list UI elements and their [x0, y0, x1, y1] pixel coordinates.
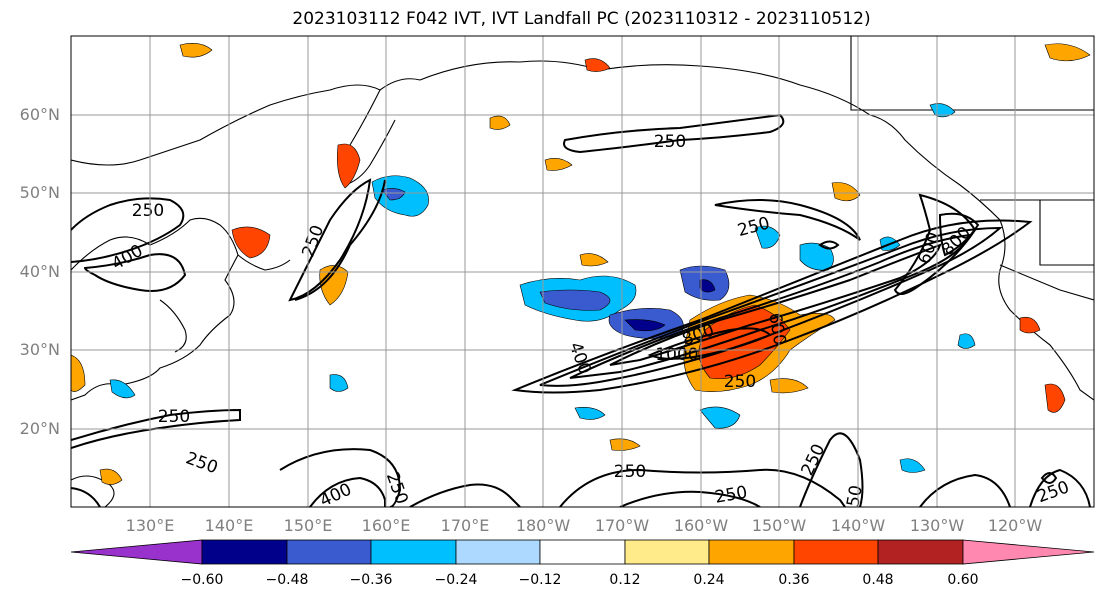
negative-pc-regions	[109, 103, 976, 473]
colorbar-tick-label: −0.24	[434, 572, 478, 588]
colorbar-bin	[793, 539, 879, 565]
contour-label: 800	[938, 223, 975, 260]
contour-label: 250	[713, 482, 748, 507]
contour-label: 250	[724, 372, 756, 392]
contour-label: 400	[565, 340, 595, 377]
lat-label: 60°N	[19, 105, 60, 124]
contour-label: 250	[158, 407, 190, 427]
contour-label: 50	[843, 484, 866, 509]
colorbar-tick-label: 0.12	[609, 572, 641, 588]
lon-label: 130°W	[909, 516, 965, 535]
lon-label: 150°E	[283, 516, 333, 535]
colorbar-min-extend	[70, 539, 203, 565]
contour-label: 250	[654, 132, 686, 152]
lon-label: 160°E	[361, 516, 411, 535]
colorbar-bin	[708, 539, 795, 565]
lon-label: 140°W	[830, 516, 886, 535]
lat-label: 30°N	[19, 340, 60, 359]
colorbar-bin	[201, 539, 288, 565]
colorbar-bin	[539, 539, 626, 565]
colorbar-tick-label: 0.36	[778, 572, 810, 588]
colorbar-tick-label: 0.24	[693, 572, 725, 588]
lon-label: 180°W	[515, 516, 571, 535]
colorbar	[70, 539, 1095, 565]
colorbar-tick-label: −0.60	[180, 572, 224, 588]
contour-label: 250	[798, 441, 830, 479]
gridlines	[71, 36, 1094, 507]
coastlines	[71, 36, 1094, 507]
contour-label: 250	[1035, 477, 1072, 507]
lon-label: 150°W	[751, 516, 807, 535]
lon-label: 170°W	[594, 516, 650, 535]
lon-label: 140°E	[204, 516, 254, 535]
colorbar-bin	[370, 539, 457, 565]
colorbar-bin	[624, 539, 710, 565]
colorbar-bin	[877, 539, 964, 565]
map-frame	[70, 35, 1095, 508]
colorbar-max-extend	[962, 539, 1095, 565]
colorbar-tick-label: 0.60	[947, 572, 979, 588]
colorbar-bin	[455, 539, 541, 565]
lat-label: 40°N	[19, 262, 60, 281]
lon-label: 160°W	[673, 516, 729, 535]
lat-label: 50°N	[19, 183, 60, 202]
colorbar-tick-label: −0.36	[349, 572, 393, 588]
lat-label: 20°N	[19, 419, 60, 438]
lon-label: 120°W	[987, 516, 1043, 535]
map-title: 2023103112 F042 IVT, IVT Landfall PC (20…	[292, 9, 871, 29]
colorbar-bin	[286, 539, 372, 565]
lon-label: 170°E	[440, 516, 490, 535]
colorbar-tick-label: −0.48	[265, 572, 309, 588]
contour-label: 1000	[655, 345, 698, 365]
contour-labels: 250 250 400 250 250 400 800 1000 800 600…	[108, 132, 1072, 509]
lon-label: 130°E	[125, 516, 175, 535]
colorbar-tick-label: 0.48	[862, 572, 894, 588]
contour-label: 250	[183, 448, 220, 478]
contour-label: 250	[298, 223, 328, 260]
ivt-contours	[71, 113, 1091, 507]
contour-label: 250	[132, 201, 164, 221]
colorbar-tick-label: −0.12	[518, 572, 562, 588]
contour-label: 250	[614, 462, 646, 482]
